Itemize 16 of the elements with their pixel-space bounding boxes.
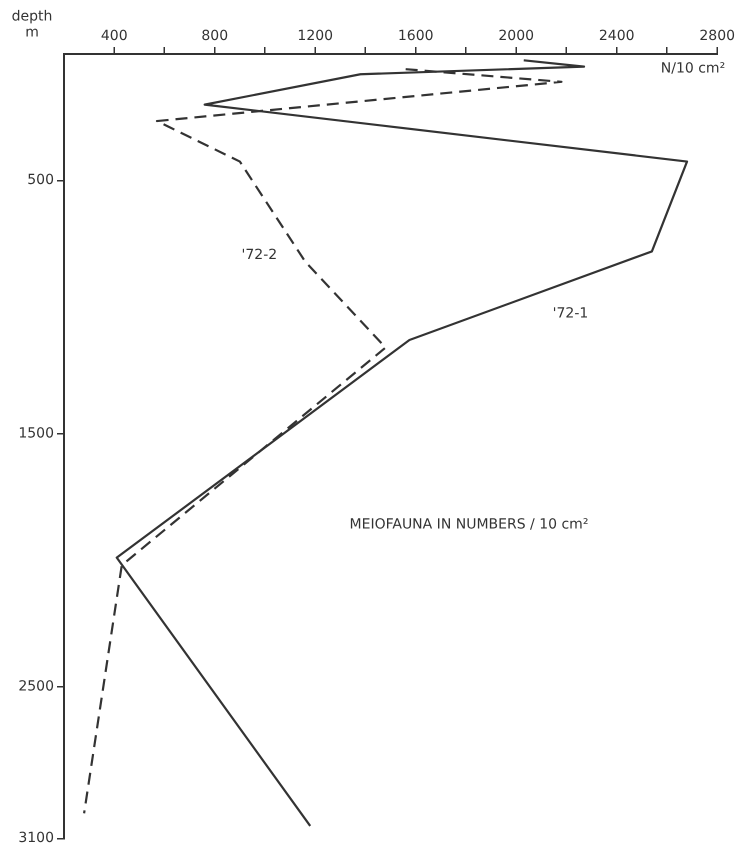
series-label: '72-1 bbox=[552, 305, 588, 322]
x-tick-label: 2400 bbox=[598, 28, 635, 44]
y-tick-label: 500 bbox=[27, 172, 54, 188]
annotation: MEIOFAUNA IN NUMBERS / 10 cm² bbox=[350, 516, 588, 532]
x-tick-label: 2800 bbox=[699, 28, 736, 44]
y-tick-label: 3100 bbox=[18, 830, 54, 846]
x-axis-title: N/10 cm² bbox=[660, 60, 726, 77]
x-tick-label: 1600 bbox=[398, 28, 434, 44]
x-tick-label: 2000 bbox=[498, 28, 534, 44]
series-label: '72-2 bbox=[242, 247, 278, 264]
y-tick-label: 2500 bbox=[18, 678, 54, 694]
x-tick-label: 400 bbox=[100, 28, 128, 44]
y-axis-title: depth m bbox=[12, 8, 52, 41]
x-tick-label: 1200 bbox=[297, 28, 334, 44]
y-tick-label: 1500 bbox=[18, 425, 54, 442]
x-tick-label: 800 bbox=[201, 28, 228, 44]
